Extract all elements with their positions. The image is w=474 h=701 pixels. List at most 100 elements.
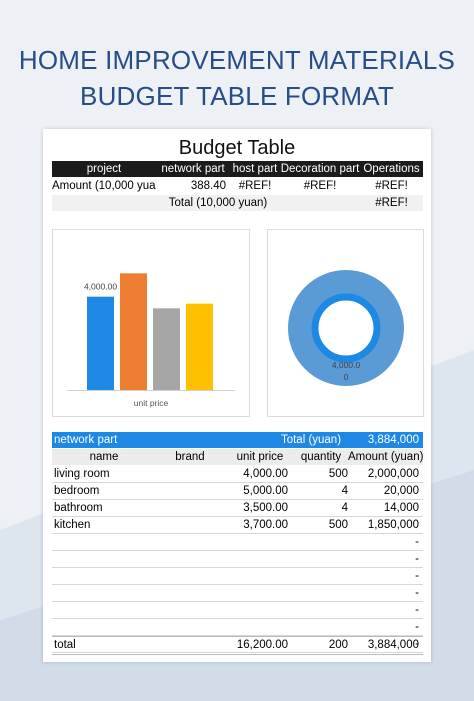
detail-cell-unit-price[interactable] xyxy=(224,568,288,584)
detail-cell-amount[interactable]: - xyxy=(415,536,419,548)
detail-cell-name[interactable]: kitchen xyxy=(54,519,91,531)
bar-chart: 4,000.00 unit price xyxy=(67,273,235,408)
table-row: - xyxy=(52,551,423,568)
footer-quantity[interactable]: 200 xyxy=(328,639,348,651)
amount-label-cell[interactable]: Amount (10,000 yuan) xyxy=(52,180,156,192)
bar-data-label: 4,000.00 xyxy=(84,282,117,292)
detail-cell-amount[interactable]: - xyxy=(415,587,419,599)
detail-cell-name[interactable] xyxy=(54,619,154,635)
detail-cell-name[interactable] xyxy=(54,602,154,618)
footer-unit-price[interactable]: 16,200.00 xyxy=(236,639,288,651)
donut-slice-outer[interactable] xyxy=(288,270,404,386)
amount-network-cell[interactable]: 388.40 xyxy=(190,180,226,192)
detail-cell-quantity[interactable] xyxy=(296,585,348,601)
detail-cell-amount[interactable]: - xyxy=(415,621,419,633)
detail-cell-name[interactable] xyxy=(54,551,154,567)
detail-cell-amount[interactable]: - xyxy=(415,604,419,616)
detail-cell-unit-price[interactable]: 4,000.00 xyxy=(243,468,288,480)
summary-amount-row: Amount (10,000 yuan) 388.40 #REF! #REF! … xyxy=(52,178,423,194)
detail-cell-brand[interactable] xyxy=(156,534,224,550)
detail-cell-amount[interactable]: - xyxy=(415,553,419,565)
detail-cell-name[interactable]: bedroom xyxy=(54,485,100,497)
detail-cell-brand[interactable] xyxy=(156,551,224,567)
sheet-title: Budget Table xyxy=(178,137,296,159)
detail-cell-name[interactable] xyxy=(54,568,154,584)
detail-cell-unit-price[interactable] xyxy=(224,534,288,550)
detail-cell-brand[interactable] xyxy=(156,483,224,499)
detail-cell-brand[interactable] xyxy=(156,568,224,584)
table-row: - xyxy=(52,585,423,602)
header-cell-host-part[interactable]: host part xyxy=(232,163,278,175)
bar-2[interactable] xyxy=(120,273,147,390)
detail-cell-quantity[interactable]: 4 xyxy=(341,485,348,497)
detail-cell-quantity[interactable]: 500 xyxy=(328,468,348,480)
donut-chart: 4,000.0 0 xyxy=(288,270,404,386)
table-row: bedroom 5,000.00 4 20,000 xyxy=(52,483,423,500)
detail-cell-quantity[interactable]: 500 xyxy=(328,519,348,531)
amount-decoration-cell[interactable]: #REF! xyxy=(303,180,337,192)
detail-cell-quantity[interactable] xyxy=(296,619,348,635)
detail-cell-quantity[interactable] xyxy=(296,551,348,567)
detail-cell-amount[interactable]: 1,850,000 xyxy=(367,519,419,531)
detail-cell-brand[interactable] xyxy=(156,517,224,533)
spreadsheet-card: Budget Table project network part host p… xyxy=(43,129,431,662)
table-row: - xyxy=(52,636,423,653)
detail-cell-amount[interactable]: - xyxy=(415,638,419,650)
table-row: - xyxy=(52,568,423,585)
amount-host-cell[interactable]: #REF! xyxy=(238,180,272,192)
detail-cell-unit-price[interactable]: 5,000.00 xyxy=(243,485,288,497)
detail-cell-unit-price[interactable] xyxy=(224,585,288,601)
detail-header-quantity[interactable]: quantity xyxy=(300,451,342,463)
summary-total-row: Total (10,000 yuan) #REF! xyxy=(52,195,423,211)
header-cell-network-part[interactable]: network part xyxy=(161,163,225,175)
detail-cell-unit-price[interactable]: 3,500.00 xyxy=(243,502,288,514)
detail-cell-brand[interactable] xyxy=(156,602,224,618)
detail-header-amount[interactable]: Amount (yuan) xyxy=(348,451,423,463)
bar-chart-panel[interactable]: 4,000.00 unit price xyxy=(52,229,250,417)
detail-cell-amount[interactable]: 20,000 xyxy=(383,485,419,497)
summary-total-label[interactable]: Total (10,000 yuan) xyxy=(168,197,268,209)
detail-total-label[interactable]: Total (yuan) xyxy=(280,434,342,446)
detail-cell-quantity[interactable] xyxy=(296,568,348,584)
detail-cell-unit-price[interactable] xyxy=(224,602,288,618)
detail-cell-brand[interactable] xyxy=(156,585,224,601)
detail-header-unit-price[interactable]: unit price xyxy=(236,451,284,463)
header-cell-operations[interactable]: Operations xyxy=(363,163,420,175)
table-row: bathroom 3,500.00 4 14,000 xyxy=(52,500,423,517)
detail-cell-name[interactable]: living room xyxy=(54,468,110,480)
bar-3[interactable] xyxy=(153,308,180,390)
detail-cell-unit-price[interactable]: 3,700.00 xyxy=(243,519,288,531)
donut-chart-panel[interactable]: 4,000.0 0 xyxy=(267,229,424,417)
table-row: kitchen 3,700.00 500 1,850,000 xyxy=(52,517,423,534)
footer-total-label[interactable]: total xyxy=(54,639,76,651)
detail-cell-unit-price[interactable] xyxy=(224,551,288,567)
detail-section-bar: network part Total (yuan) 3,884,000 xyxy=(52,432,423,448)
header-cell-project[interactable]: project xyxy=(86,163,122,175)
donut-slice-inner[interactable] xyxy=(311,293,381,363)
detail-cell-name[interactable] xyxy=(54,534,154,550)
detail-cell-name[interactable]: bathroom xyxy=(54,502,103,514)
bar-1[interactable] xyxy=(87,296,114,390)
detail-cell-amount[interactable]: - xyxy=(415,570,419,582)
detail-cell-brand[interactable] xyxy=(156,619,224,635)
detail-section-label[interactable]: network part xyxy=(54,434,118,446)
summary-total-value[interactable]: #REF! xyxy=(375,197,408,209)
detail-cell-amount[interactable]: 14,000 xyxy=(383,502,419,514)
detail-cell-unit-price[interactable] xyxy=(224,619,288,635)
detail-cell-amount[interactable]: 2,000,000 xyxy=(367,468,419,480)
detail-total-value[interactable]: 3,884,000 xyxy=(367,434,419,446)
detail-cell-name[interactable] xyxy=(54,585,154,601)
detail-cell-brand[interactable] xyxy=(156,466,224,482)
detail-header-name[interactable]: name xyxy=(89,451,119,463)
footer-brand[interactable] xyxy=(156,637,224,653)
detail-header-brand[interactable]: brand xyxy=(175,451,205,463)
detail-cell-brand[interactable] xyxy=(156,500,224,516)
detail-cell-quantity[interactable] xyxy=(296,534,348,550)
detail-cell-quantity[interactable] xyxy=(296,602,348,618)
page-heading-line1: HOME IMPROVEMENT MATERIALS xyxy=(18,45,456,75)
bar-4[interactable] xyxy=(186,303,213,390)
header-cell-decoration-part[interactable]: Decoration part xyxy=(280,163,360,175)
footer-amount[interactable]: 3,884,000 xyxy=(367,639,419,651)
amount-operations-cell[interactable]: #REF! xyxy=(375,180,408,192)
detail-cell-quantity[interactable]: 4 xyxy=(341,502,348,514)
